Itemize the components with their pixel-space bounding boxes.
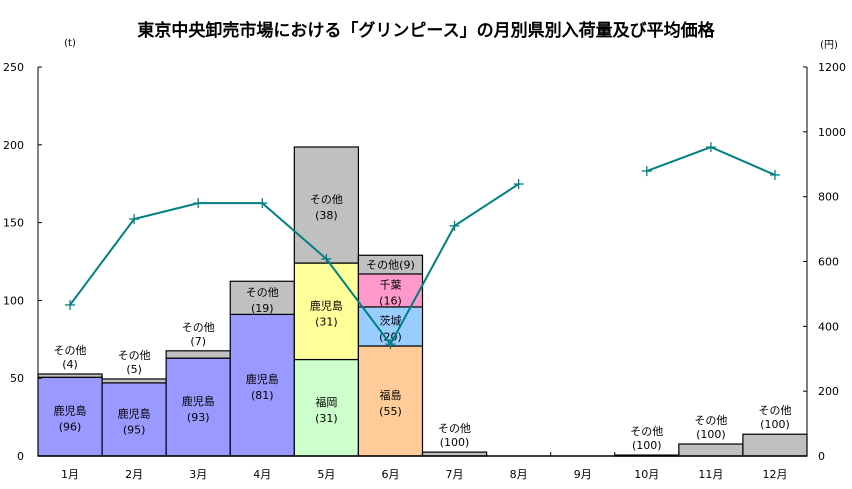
price-point-11 [705, 142, 716, 153]
bar-segment-5-3 [293, 146, 360, 264]
segment-labels-layer: 鹿児島(96)その他(4)鹿児島(95)その他(5)鹿児島(93)その他(7)鹿… [54, 193, 792, 452]
bar-segment-2-2 [101, 378, 167, 384]
bar-segment-2-1 [101, 382, 167, 457]
price-point-8 [513, 179, 524, 190]
price-point-4 [257, 198, 268, 209]
right-tick-label-1200: 1200 [818, 61, 846, 74]
segment-share-2-1: (95) [123, 423, 146, 436]
price-point-1 [65, 299, 76, 310]
x-tick-label-1: 1月 [61, 468, 79, 481]
x-tick-label-6: 6月 [381, 468, 399, 481]
x-tick-label-9: 9月 [574, 468, 592, 481]
x-tick-label-2: 2月 [125, 468, 143, 481]
x-tick-label-5: 5月 [317, 468, 335, 481]
segment-name-7-1: その他 [438, 422, 471, 435]
segment-name-11-1: その他 [694, 414, 727, 427]
left-tick-label-100: 100 [3, 294, 24, 307]
segment-share-2-2: (5) [126, 363, 142, 376]
axes-layer: 0 50 100 150 200 250 0 200 400 600 800 1000 1200 1月 2月… [3, 61, 846, 481]
segment-share-10-1: (100) [632, 439, 662, 452]
bar-segment-4-2 [229, 280, 295, 316]
segment-label-6-4: その他(9) [366, 259, 415, 272]
left-tick-label-150: 150 [3, 217, 24, 230]
bar-segment-1-2 [37, 373, 103, 378]
bar-segment-5-1 [293, 358, 360, 457]
segment-name-4-1: 鹿児島 [246, 372, 279, 386]
x-tick-label-12: 12月 [762, 468, 787, 481]
x-tick-label-11: 11月 [698, 468, 723, 481]
segment-share-4-2: (19) [251, 302, 274, 315]
segment-share-6-1: (55) [379, 405, 402, 418]
bar-segment-3-2 [165, 350, 231, 359]
right-tick-label-600: 600 [818, 256, 839, 269]
right-tick-label-400: 400 [818, 320, 839, 333]
price-line-segment-1 [69, 183, 520, 347]
price-point-5 [321, 253, 332, 264]
x-tick-label-4: 4月 [253, 468, 271, 481]
x-tick-label-3: 3月 [189, 468, 207, 481]
segment-share-5-3: (38) [315, 209, 338, 222]
segment-name-5-2: 鹿児島 [310, 298, 343, 312]
bar-segment-12-1 [742, 433, 808, 457]
right-tick-label-200: 200 [818, 385, 839, 398]
x-tick-label-10: 10月 [634, 468, 659, 481]
left-axis-unit: (t) [64, 38, 76, 49]
segment-name-3-2: その他 [182, 321, 215, 334]
segment-share-3-1: (93) [187, 411, 210, 424]
price-point-6 [385, 339, 396, 350]
price-point-10 [641, 166, 652, 177]
price-point-3 [193, 198, 204, 209]
segment-share-7-1: (100) [440, 436, 470, 449]
segment-share-6-3: (16) [379, 294, 402, 307]
segment-name-6-2: 茨城 [379, 313, 401, 327]
bar-segment-1-1 [37, 376, 103, 457]
segment-share-11-1: (100) [696, 428, 726, 441]
price-line-layer [65, 142, 780, 350]
price-point-2 [129, 214, 140, 225]
bars-layer [37, 146, 808, 457]
right-tick-label-1000: 1000 [818, 126, 846, 139]
segment-name-1-1: 鹿児島 [54, 404, 87, 418]
segment-name-2-1: 鹿児島 [118, 406, 151, 420]
bar-segment-4-1 [229, 313, 295, 457]
segment-name-2-2: その他 [118, 349, 151, 362]
segment-name-5-1: 福岡 [315, 395, 337, 409]
segment-share-1-1: (96) [59, 421, 82, 434]
segment-share-5-2: (31) [315, 315, 338, 328]
chart-title: 東京中央卸売市場における「グリンピース」の月別県別入荷量及び平均価格 [137, 20, 715, 41]
left-tick-label-50: 50 [10, 372, 24, 385]
segment-name-10-1: その他 [630, 425, 663, 438]
bar-segment-11-1 [678, 443, 744, 457]
segment-name-4-2: その他 [246, 286, 279, 299]
bar-segment-6-3 [357, 273, 424, 308]
bar-segment-5-2 [293, 262, 360, 361]
segment-name-6-1: 福島 [379, 388, 401, 402]
x-tick-label-7: 7月 [446, 468, 464, 481]
right-tick-label-800: 800 [818, 191, 839, 204]
segment-share-4-1: (81) [251, 389, 274, 402]
segment-share-12-1: (100) [760, 418, 790, 431]
segment-name-6-3: 千葉 [379, 277, 401, 291]
right-tick-label-0: 0 [818, 450, 825, 463]
segment-name-5-3: その他 [310, 193, 343, 206]
left-tick-label-250: 250 [3, 61, 24, 74]
segment-share-5-1: (31) [315, 412, 338, 425]
price-point-7 [449, 220, 460, 231]
segment-share-3-2: (7) [190, 335, 206, 348]
right-axis-unit: (円) [820, 40, 838, 51]
left-tick-label-0: 0 [17, 450, 24, 463]
price-point-12 [769, 169, 780, 180]
segment-name-3-1: 鹿児島 [182, 394, 215, 408]
segment-name-1-2: その他 [54, 344, 87, 357]
x-tick-label-8: 8月 [510, 468, 528, 481]
segment-name-12-1: その他 [758, 404, 791, 417]
bar-segment-6-4 [357, 254, 424, 275]
segment-share-1-2: (4) [62, 358, 78, 371]
left-tick-label-200: 200 [3, 139, 24, 152]
